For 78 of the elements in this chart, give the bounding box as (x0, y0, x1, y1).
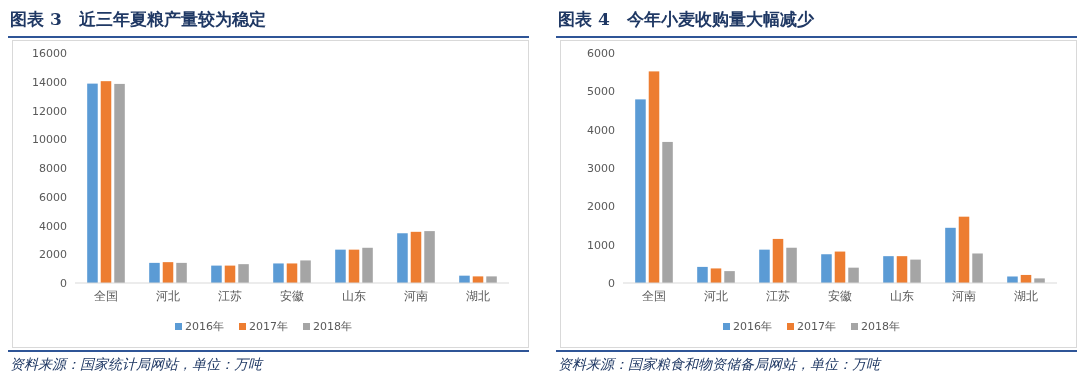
chart-title: 图表 4 今年小麦收购量大幅减少 (558, 8, 814, 31)
text: 资料来源：国家粮食和物资储备局网站，单位：万吨 (558, 356, 880, 374)
bar (424, 231, 435, 283)
bar (848, 267, 859, 283)
y-tick-label: 6000 (39, 190, 67, 204)
bar (273, 263, 284, 283)
text: 资料来源：国家统计局网站，单位：万吨 (10, 356, 262, 374)
x-tick-label: 河南 (404, 289, 428, 303)
bar (786, 247, 797, 283)
legend-label: 2017年 (797, 320, 836, 333)
bar (821, 254, 832, 283)
legend-label: 2017年 (249, 320, 288, 333)
bar (724, 271, 735, 283)
y-tick-label: 16000 (32, 47, 67, 60)
bar (759, 249, 770, 283)
bar (114, 83, 125, 283)
bar (1007, 276, 1018, 283)
y-tick-label: 0 (60, 277, 67, 290)
bar (697, 266, 708, 283)
x-tick-label: 河南 (952, 289, 976, 303)
bar (772, 238, 784, 283)
bar (238, 264, 249, 283)
y-tick-label: 5000 (587, 85, 615, 99)
bar (162, 262, 174, 283)
chart-title: 图表 3 近三年夏粮产量较为稳定 (10, 8, 266, 31)
bar (87, 83, 98, 283)
bar (710, 268, 722, 283)
y-tick-label: 6000 (587, 47, 615, 60)
x-tick-label: 湖北 (466, 289, 490, 303)
bar (662, 141, 673, 283)
x-tick-label: 安徽 (280, 289, 304, 303)
x-tick-label: 山东 (890, 289, 914, 303)
bar (910, 259, 921, 283)
x-tick-label: 河北 (156, 289, 180, 303)
bar (348, 249, 360, 283)
y-tick-label: 3000 (587, 162, 615, 175)
bar (397, 233, 408, 283)
y-tick-label: 4000 (39, 219, 67, 233)
legend-label: 2016年 (185, 320, 224, 333)
bar (834, 251, 846, 283)
bar (300, 260, 311, 283)
bar (1034, 278, 1045, 283)
bar (100, 81, 112, 283)
x-tick-label: 湖北 (1014, 289, 1038, 303)
y-tick-label: 4000 (587, 123, 615, 137)
x-tick-label: 江苏 (766, 289, 790, 303)
bar (149, 262, 160, 283)
x-tick-label: 全国 (94, 289, 118, 303)
x-tick-label: 山东 (342, 289, 366, 303)
legend-label: 2018年 (313, 320, 352, 333)
y-tick-label: 0 (608, 277, 615, 290)
bar (410, 231, 422, 283)
x-tick-label: 河北 (704, 289, 728, 303)
x-tick-label: 全国 (642, 289, 666, 303)
bar (972, 253, 983, 283)
bar (176, 262, 187, 283)
bar (286, 263, 298, 283)
bar (635, 99, 646, 283)
legend-label: 2016年 (733, 320, 772, 333)
bar (945, 227, 956, 283)
y-tick-label: 12000 (32, 104, 67, 118)
bar (335, 249, 346, 283)
bar (486, 276, 497, 283)
bar (958, 216, 970, 283)
y-tick-label: 2000 (587, 200, 615, 214)
legend-label: 2018年 (861, 320, 900, 333)
x-tick-label: 江苏 (218, 289, 242, 303)
bar (362, 247, 373, 283)
x-tick-label: 安徽 (828, 289, 852, 303)
bar (896, 256, 908, 283)
bar (211, 265, 222, 283)
y-tick-label: 10000 (32, 133, 67, 147)
y-tick-label: 2000 (39, 248, 67, 262)
bar (883, 256, 894, 283)
bar (648, 71, 660, 283)
y-tick-label: 8000 (39, 162, 67, 175)
y-tick-label: 1000 (587, 238, 615, 252)
y-tick-label: 14000 (32, 75, 67, 89)
